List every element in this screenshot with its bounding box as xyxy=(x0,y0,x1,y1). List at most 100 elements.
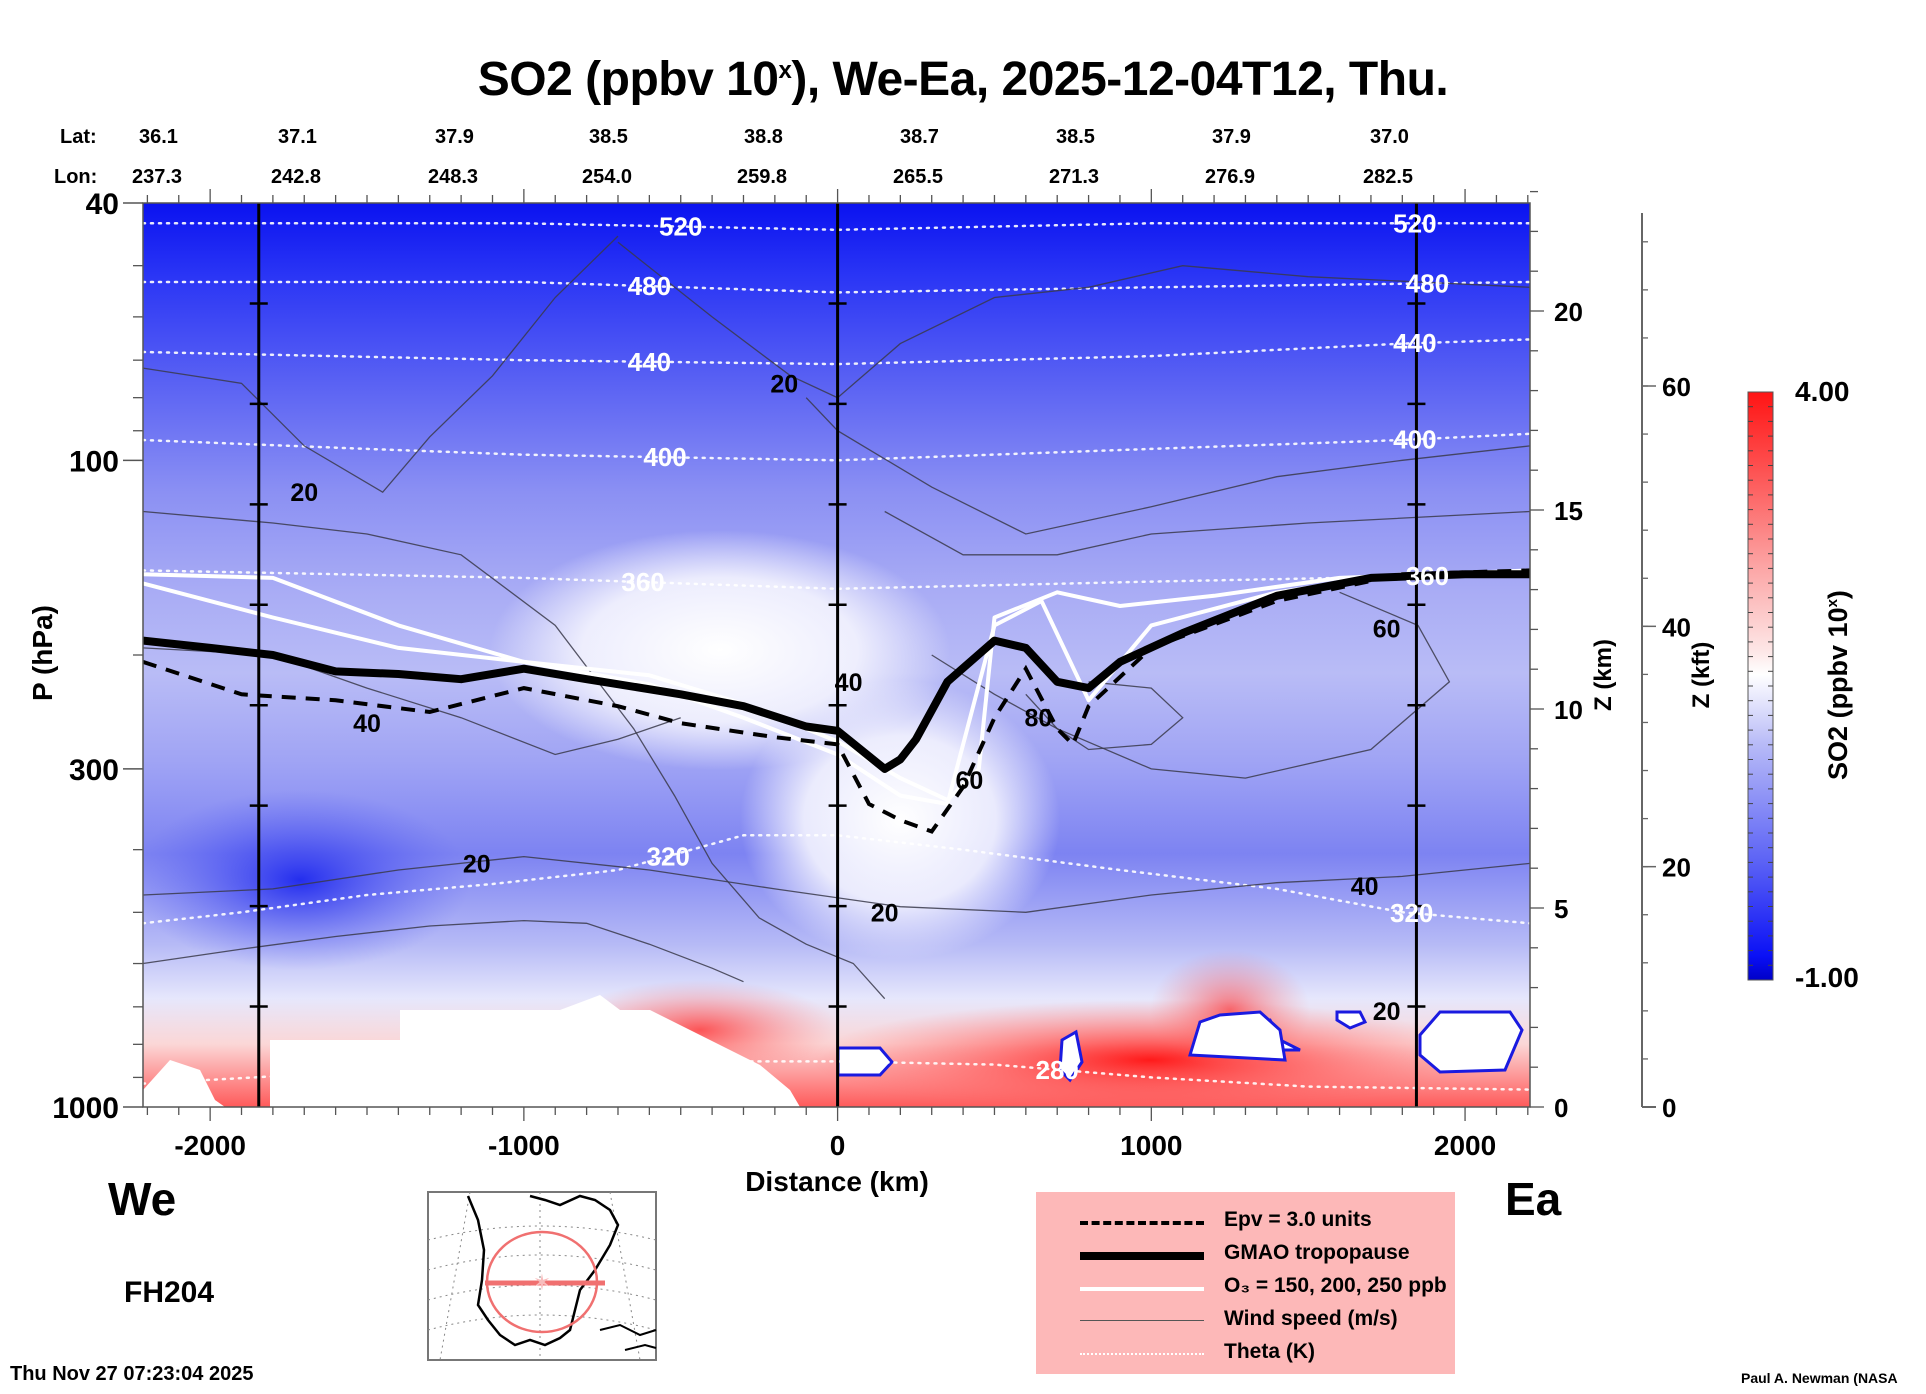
theta-label: 440 xyxy=(1393,328,1436,358)
lat-value: 38.7 xyxy=(900,126,939,148)
timestamp: Thu Nov 27 07:23:04 2025 xyxy=(10,1363,254,1385)
legend-swatch-thin xyxy=(1080,1320,1204,1321)
x-tick-label: 1000 xyxy=(1120,1130,1182,1161)
y-axis-label: P (hPa) xyxy=(27,605,58,701)
legend-item-wind: Wind speed (m/s) xyxy=(1036,1305,1455,1337)
map-coastline xyxy=(466,1194,620,1347)
ozone-200-hPa xyxy=(143,572,1530,806)
x-tick-label: 2000 xyxy=(1434,1130,1496,1161)
z-km-tick-label: 15 xyxy=(1554,496,1583,526)
y-tick-label: 100 xyxy=(69,445,119,478)
legend-swatch-thick xyxy=(1080,1252,1204,1260)
y-tick-label: 1000 xyxy=(52,1092,119,1125)
wind-contour-20 xyxy=(143,235,619,494)
x-tick-label: -1000 xyxy=(488,1130,560,1161)
lon-value: 276.9 xyxy=(1205,166,1256,188)
z-kft-axis-label: Z (kft) xyxy=(1688,641,1715,709)
ozone-contours xyxy=(143,568,1530,806)
z-km-tick-label: 20 xyxy=(1554,297,1583,327)
map-center-star: ✶ xyxy=(533,1270,551,1295)
east-label: Ea xyxy=(1505,1173,1562,1225)
legend-label: O₃ = 150, 200, 250 ppb xyxy=(1224,1274,1447,1297)
wind-label: 40 xyxy=(1351,873,1379,901)
wind-label: 60 xyxy=(1373,616,1401,644)
z-kft-tick-label: 60 xyxy=(1662,372,1691,402)
lon-value: 282.5 xyxy=(1363,166,1414,188)
so2-high-region xyxy=(810,1000,1490,1107)
theta-label: 520 xyxy=(1393,208,1436,238)
lon-value: 265.5 xyxy=(893,166,944,188)
theta-label: 480 xyxy=(628,271,671,301)
epv-3pvu-line xyxy=(143,568,1530,834)
lon-value: 254.0 xyxy=(582,166,633,188)
z-kft-axis: 0 20 40 60 xyxy=(1642,241,1691,1123)
x-tick-label: -2000 xyxy=(174,1130,246,1161)
gmao-tropopause-line xyxy=(143,570,1530,773)
wind-label: 60 xyxy=(955,767,983,795)
legend-swatch-dotted xyxy=(1080,1353,1204,1355)
legend-label: Wind speed (m/s) xyxy=(1224,1307,1398,1330)
terrain-mask xyxy=(143,1060,225,1107)
wind-label: 20 xyxy=(770,370,798,398)
z-kft-tick-label: 0 xyxy=(1662,1093,1676,1123)
theta-label: 440 xyxy=(628,347,671,377)
lat-value: 38.5 xyxy=(589,126,628,148)
lat-value: 37.1 xyxy=(278,126,317,148)
lat-value: 38.5 xyxy=(1056,126,1095,148)
epv-contour xyxy=(143,568,1530,834)
y-tick-label: 300 xyxy=(69,754,119,787)
terrain-mask xyxy=(1418,1010,1524,1074)
chart-title: SO2 (ppbv 10x), We-Ea, 2025-12-04T12, Th… xyxy=(477,53,1449,106)
z-km-axis-label: Z (km) xyxy=(1590,639,1617,711)
forecast-hour: FH204 xyxy=(124,1276,215,1309)
theta-contour-320 xyxy=(143,834,1530,925)
wind-label: 80 xyxy=(1024,705,1052,733)
theta-label: 520 xyxy=(659,212,702,242)
theta-label: 360 xyxy=(621,567,664,597)
ozone-150-hPa xyxy=(143,568,1530,802)
x-tick-label: 0 xyxy=(830,1130,846,1161)
wind-contour-80 xyxy=(1025,681,1184,751)
x-axis-label: Distance (km) xyxy=(745,1166,929,1197)
z-km-tick-label: 5 xyxy=(1554,894,1568,924)
so2-low-region xyxy=(143,790,470,970)
tropopause-line xyxy=(143,570,1530,773)
wind-label: 20 xyxy=(1373,998,1401,1026)
so2-field xyxy=(143,203,1530,1107)
y-tick-label: 40 xyxy=(86,188,119,221)
legend-label: Epv = 3.0 units xyxy=(1224,1208,1372,1231)
theta-contour-360 xyxy=(143,569,1530,591)
wind-contour-20 xyxy=(617,241,1530,399)
z-kft-tick-label: 40 xyxy=(1662,612,1691,642)
legend-label: Theta (K) xyxy=(1224,1340,1315,1363)
lat-value: 36.1 xyxy=(139,126,178,148)
theta-label: 480 xyxy=(1406,268,1449,298)
legend-swatch-dashed xyxy=(1080,1221,1204,1225)
colorbar-min-label: -1.00 xyxy=(1795,962,1859,993)
wind-contour-20 xyxy=(143,510,886,1000)
legend-item-epv: Epv = 3.0 units xyxy=(1036,1206,1455,1238)
lon-value: 242.8 xyxy=(271,166,322,188)
theta-label: 280 xyxy=(1036,1055,1079,1085)
legend-item-tropopause: GMAO tropopause xyxy=(1036,1239,1455,1271)
wind-label: 20 xyxy=(290,479,318,507)
legend-label: GMAO tropopause xyxy=(1224,1241,1410,1264)
lon-value: 248.3 xyxy=(428,166,479,188)
lat-value: 37.9 xyxy=(435,126,474,148)
lon-value: 259.8 xyxy=(737,166,788,188)
lon-value: 237.3 xyxy=(132,166,183,188)
lon-label: Lon: xyxy=(54,166,98,188)
lon-value: 271.3 xyxy=(1049,166,1100,188)
wind-label: 20 xyxy=(463,850,491,878)
terrain-mask xyxy=(1335,1010,1368,1030)
map-coastline xyxy=(599,1323,657,1337)
z-kft-tick-label: 20 xyxy=(1662,853,1691,883)
credit: Paul A. Newman (NASA xyxy=(1741,1370,1898,1386)
wind-contour-20 xyxy=(143,919,744,983)
station-lines xyxy=(249,203,1426,1107)
terrain-mask xyxy=(1188,1010,1287,1062)
terrain-mask xyxy=(1058,1029,1084,1083)
wind-contour-60 xyxy=(931,591,1451,779)
lat-value: 38.8 xyxy=(744,126,783,148)
